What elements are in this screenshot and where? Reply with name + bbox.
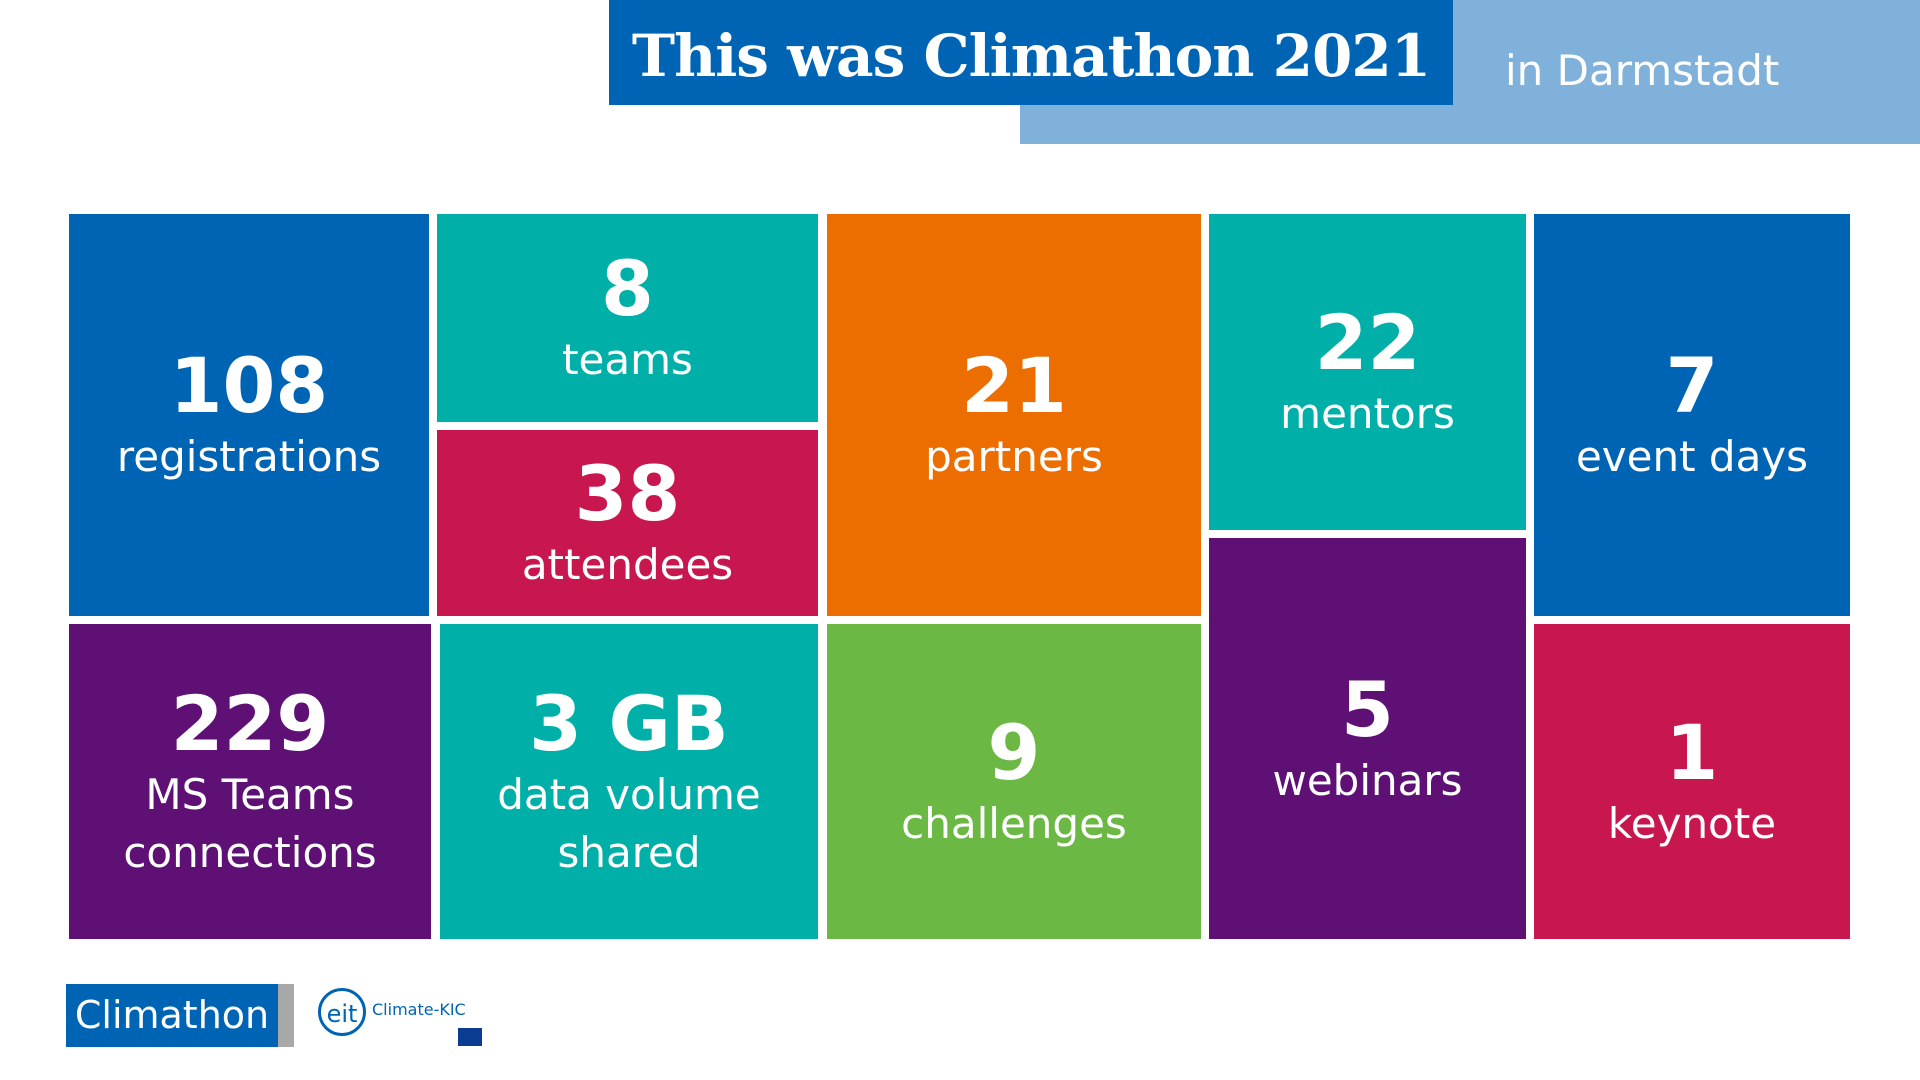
stat-tile: 1 keynote <box>1534 624 1850 939</box>
stat-tile: 9 challenges <box>827 624 1201 939</box>
stat-value: 22 <box>1314 298 1421 387</box>
stat-label: shared <box>557 827 701 877</box>
title-band <box>609 0 1453 105</box>
eit-mark: eit <box>318 988 366 1036</box>
stat-tile: 8 teams <box>437 214 818 422</box>
climathon-logo: Climathon <box>66 984 294 1047</box>
stat-label: keynote <box>1607 798 1777 848</box>
stat-tile: 7 event days <box>1534 214 1850 616</box>
title: This was Climathon 2021 <box>631 22 1431 90</box>
partner-logo: Climate-KIC <box>372 1000 466 1019</box>
subtitle: in Darmstadt <box>1505 46 1780 95</box>
stat-tile: 229 MS Teams connections <box>69 624 431 939</box>
stat-label: registrations <box>116 432 382 481</box>
stat-label: webinars <box>1272 755 1463 805</box>
stat-label: data volume <box>497 769 761 819</box>
stat-label: partners <box>925 432 1103 481</box>
stat-value: 38 <box>574 449 681 538</box>
stat-value: 8 <box>601 244 654 333</box>
stat-label: event days <box>1575 432 1809 481</box>
stat-tile: 108 registrations <box>69 214 429 616</box>
stat-tile: 21 partners <box>827 214 1201 616</box>
stat-value: 3 GB <box>529 678 729 768</box>
stat-label: connections <box>123 827 377 877</box>
eu-flag <box>458 1028 482 1046</box>
stat-value: 1 <box>1665 707 1719 797</box>
stat-value: 229 <box>170 678 330 768</box>
stat-value: 7 <box>1665 341 1719 430</box>
stat-tile: 3 GB data volume shared <box>440 624 818 939</box>
stat-label: teams <box>562 335 693 384</box>
stat-label: attendees <box>521 540 734 589</box>
stat-value: 5 <box>1341 664 1394 754</box>
stat-tile: 38 attendees <box>437 430 818 616</box>
stat-label: challenges <box>901 798 1127 848</box>
stat-label: MS Teams <box>145 769 355 819</box>
stat-value: 9 <box>987 707 1041 797</box>
stat-value: 108 <box>169 341 329 430</box>
stat-tile: 22 mentors <box>1209 214 1526 530</box>
stat-value: 21 <box>961 341 1067 430</box>
stat-tile: 5 webinars <box>1209 538 1526 939</box>
stat-label: mentors <box>1280 389 1455 438</box>
